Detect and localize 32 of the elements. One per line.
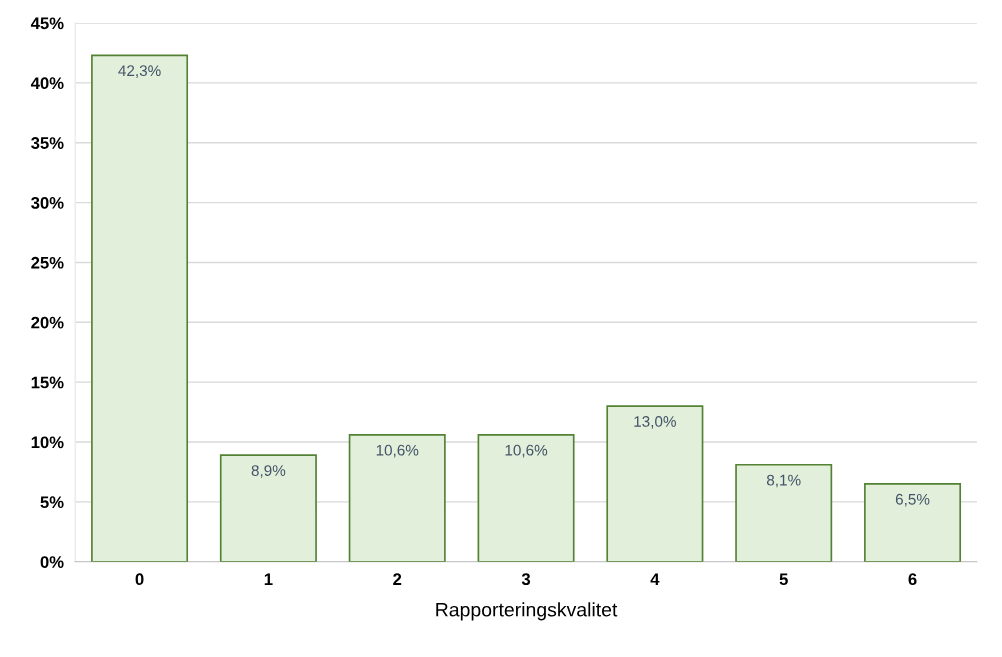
x-tick-label: 4: [650, 573, 660, 585]
y-tick-label: 40%: [30, 77, 64, 90]
bar: [348, 433, 446, 562]
x-axis-title: Rapporteringskvalitet: [436, 602, 618, 621]
x-tick-label: 2: [393, 573, 402, 585]
x-tick-label: 3: [521, 573, 531, 586]
y-tick-label: 30%: [31, 196, 64, 209]
data-label: 42,3%: [118, 65, 161, 78]
y-tick-label: 10%: [31, 436, 64, 449]
y-tick-label: 45%: [30, 17, 64, 30]
x-tick-label: 6: [908, 573, 917, 586]
bar: [91, 54, 189, 562]
data-label: 13,0%: [634, 416, 676, 429]
bar: [606, 405, 704, 562]
bar: [864, 483, 962, 562]
y-tick-label: 25%: [31, 256, 64, 269]
x-tick-label: 0: [135, 573, 144, 586]
data-label: 10,6%: [505, 444, 548, 458]
y-tick-label: 5%: [40, 496, 64, 509]
x-tick-label: 5: [779, 573, 788, 586]
y-tick-label: 20%: [31, 316, 64, 329]
x-tick-label: 1: [264, 573, 273, 585]
y-tick-label: 0%: [40, 556, 64, 568]
bar: [219, 454, 317, 562]
y-tick-label: 15%: [31, 376, 64, 389]
y-tick-label: 35%: [31, 137, 64, 149]
bar: [735, 463, 833, 562]
data-label: 8,1%: [766, 474, 801, 488]
data-label: 6,5%: [895, 493, 930, 507]
data-label: 10,6%: [376, 444, 419, 458]
data-label: 8,9%: [251, 465, 286, 478]
bar: [477, 433, 575, 562]
